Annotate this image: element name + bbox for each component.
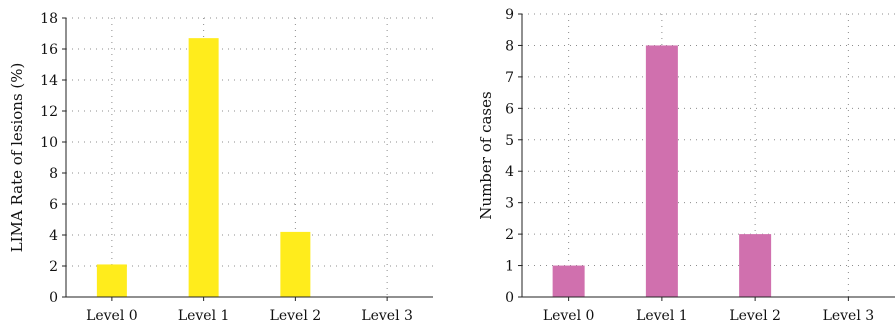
- bar-level-0: [552, 265, 585, 297]
- y-tick-label: 9: [505, 7, 514, 23]
- y-tick-label: 2: [49, 259, 58, 275]
- bar-level-1: [645, 45, 678, 297]
- y-tick-label: 8: [49, 166, 58, 182]
- y-tick-label: 0: [49, 290, 58, 306]
- y-tick-label: 10: [40, 135, 58, 151]
- bar-level-1: [188, 38, 219, 298]
- y-tick-label: 4: [49, 228, 58, 244]
- y-tick-label: 8: [505, 38, 514, 54]
- lesion-rate-chart: 0 2 4 6 8 10 12 14 16 18 Level 0 Level 1 Level 2 Leve…: [8, 11, 433, 324]
- y-tick-label: 12: [40, 104, 58, 120]
- y-axis-title: Number of cases: [477, 91, 495, 219]
- x-tick-label: Level 1: [636, 308, 688, 324]
- y-tick-label: 5: [505, 133, 514, 149]
- y-tick-label: 4: [505, 164, 514, 180]
- y-axis-title: LIMA Rate of lesions (%): [8, 63, 26, 253]
- x-tick-label: Level 0: [86, 308, 138, 324]
- y-tick-label: 18: [40, 11, 58, 27]
- x-tick-label: Level 3: [361, 308, 413, 324]
- x-tick-label: Level 0: [543, 308, 595, 324]
- x-tick-label: Level 3: [823, 308, 875, 324]
- y-tick-label: 0: [505, 290, 514, 306]
- y-tick-label: 16: [40, 42, 58, 58]
- bar-level-0: [96, 264, 127, 297]
- y-tick-label: 6: [49, 197, 58, 213]
- y-tick-label: 14: [40, 73, 58, 89]
- y-tick-label: 1: [505, 259, 514, 275]
- y-tick-label: 2: [505, 227, 514, 243]
- bar-level-2: [739, 234, 772, 297]
- y-tick-label: 6: [505, 101, 514, 117]
- x-tick-label: Level 2: [270, 308, 322, 324]
- cases-chart: 0 1 2 3 4 5 6 7 8 9 Level 0 Level 1 Level 2 Level 3 Nu…: [477, 7, 895, 324]
- x-tick-label: Level 1: [178, 308, 230, 324]
- bar-level-2: [280, 231, 311, 297]
- x-tick-label: Level 2: [729, 308, 781, 324]
- y-tick-label: 3: [505, 196, 514, 212]
- y-tick-label: 7: [505, 70, 514, 86]
